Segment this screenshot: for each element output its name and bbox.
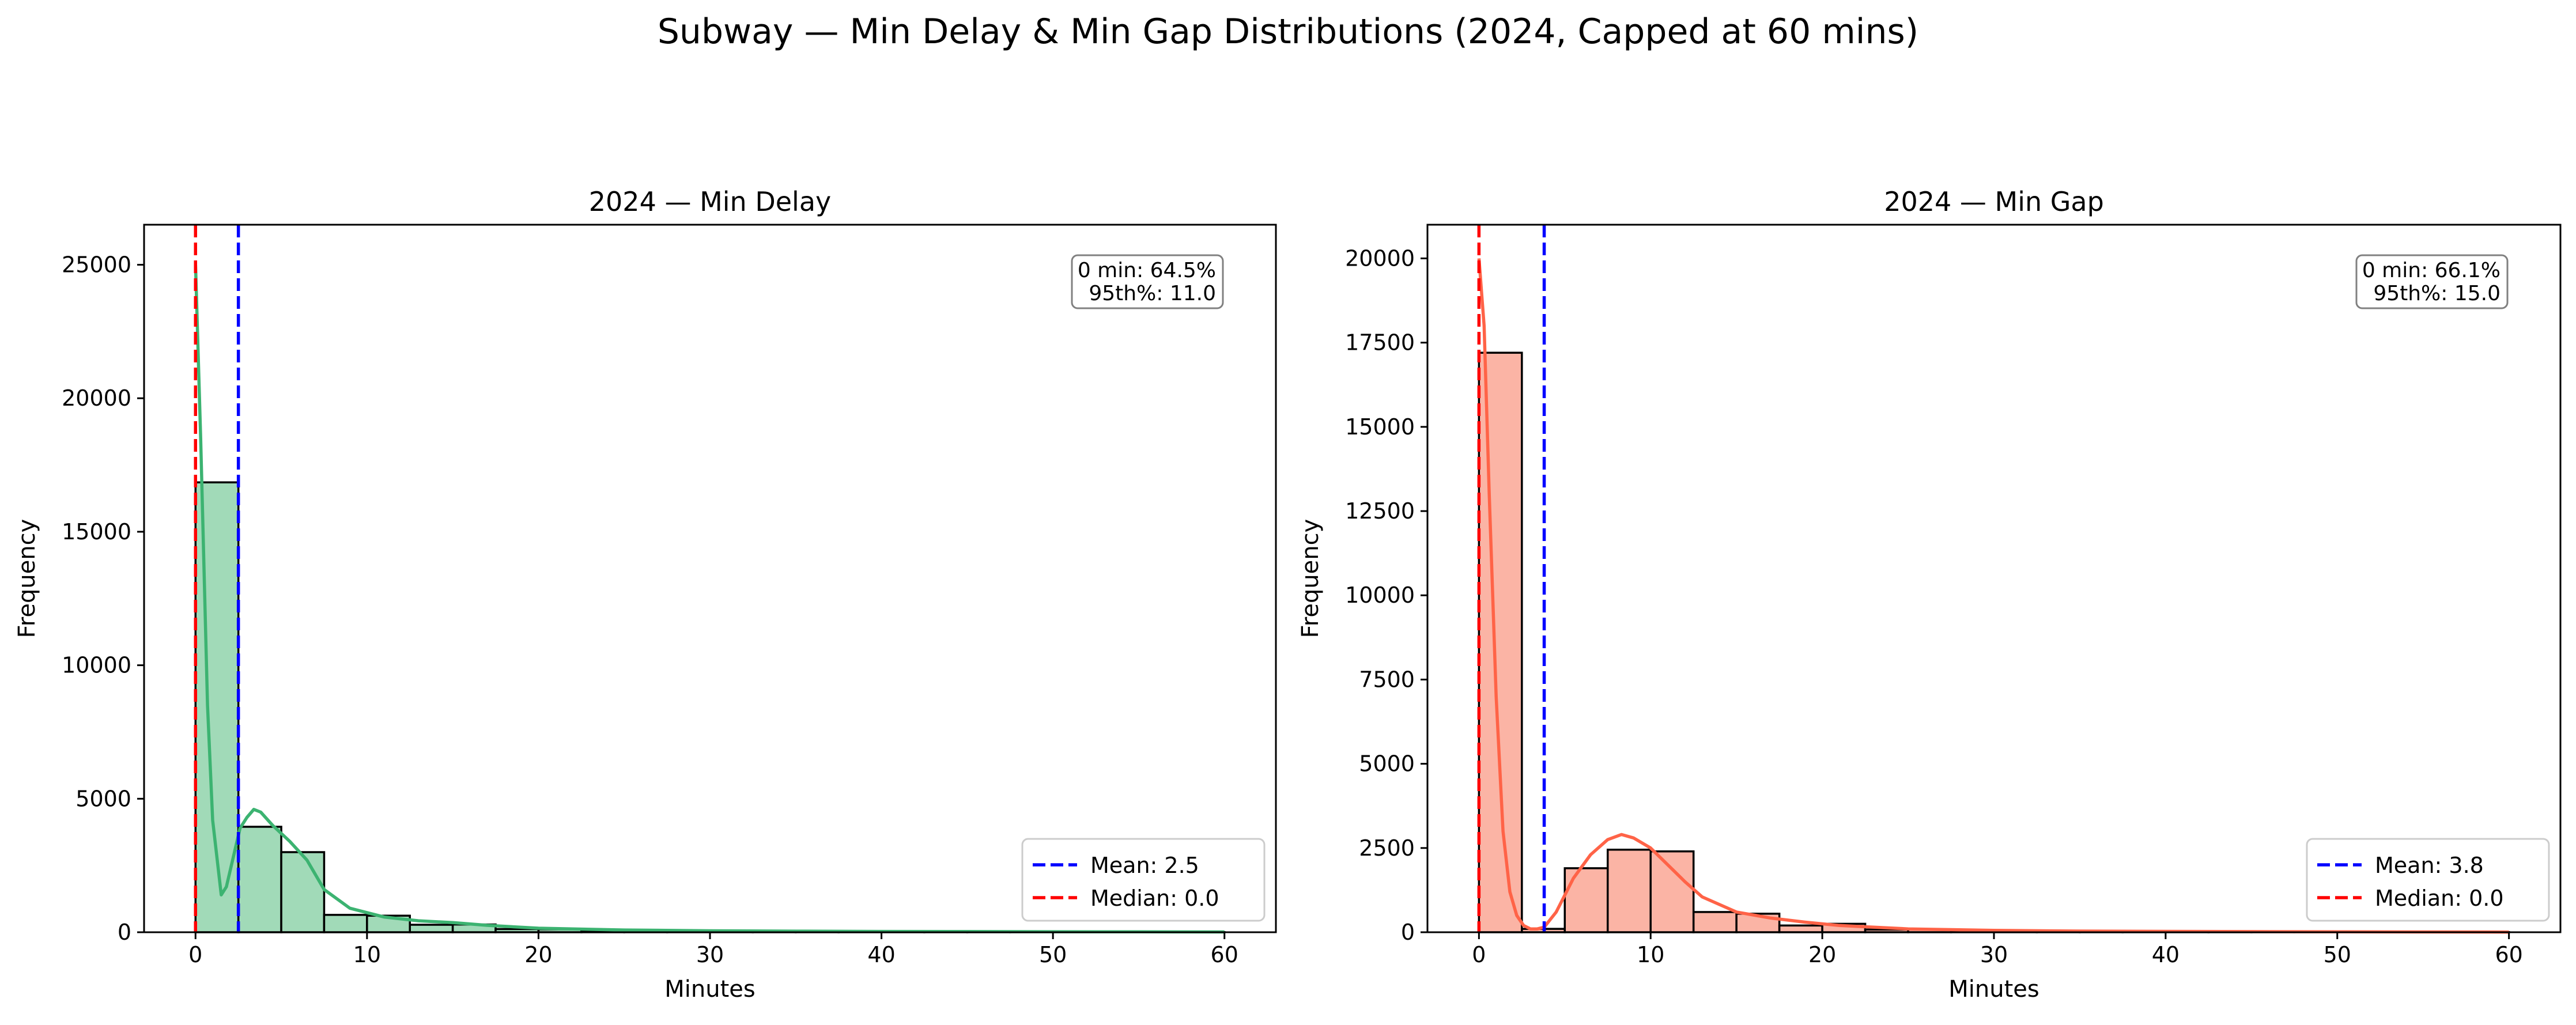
x-tick-label: 20 (1808, 942, 1836, 967)
x-tick-label: 50 (1039, 942, 1067, 967)
axes-frame (1426, 224, 2562, 933)
y-tick-label: 0 (118, 920, 131, 945)
x-tick-label: 60 (1211, 942, 1238, 967)
y-tick-label: 0 (1401, 920, 1415, 945)
chart-min-gap: 2024 — Min Gap 0 10 20 30 40 50 60 0 2500 5000 7500… (1297, 186, 2562, 1003)
stats-annotation-line: 0 min: 64.5% (1078, 259, 1216, 282)
x-tick-label: 50 (2324, 942, 2351, 967)
kde-line (194, 264, 1225, 934)
stats-annotation-line: 0 min: 66.1% (2362, 259, 2501, 282)
chart-min-delay: 2024 — Min Delay 0 10 20 30 40 50 60 0 5000 10000 1… (14, 186, 1277, 1003)
x-tick-label: 0 (1472, 942, 1486, 967)
histogram-bar (237, 826, 282, 933)
y-tick-label: 10000 (62, 653, 131, 678)
histogram-bar (323, 914, 368, 933)
x-tick-label: 30 (1980, 942, 2008, 967)
stats-annotation-line: 95th%: 11.0 (1089, 282, 1216, 305)
legend-label: Median: 0.0 (1090, 886, 1219, 911)
x-axis-label: Minutes (664, 976, 755, 1003)
legend-label: Mean: 3.8 (2375, 853, 2484, 878)
histogram-bar (1607, 848, 1652, 933)
y-tick-label: 20000 (1345, 245, 1415, 271)
x-tick-label: 20 (524, 942, 552, 967)
figure-suptitle: Subway — Min Delay & Min Gap Distributio… (658, 12, 1918, 52)
y-tick-label: 25000 (62, 252, 131, 278)
stats-annotation-box (1071, 254, 1224, 309)
histogram-bar (1478, 351, 1523, 933)
stats-annotation-box (2355, 254, 2509, 309)
y-tick-label: 7500 (1359, 667, 1415, 692)
legend-box (2306, 838, 2550, 922)
y-tick-label: 5000 (75, 786, 131, 811)
y-tick-label: 5000 (1359, 751, 1415, 777)
histogram-bar (1563, 867, 1609, 933)
x-tick-label: 40 (867, 942, 895, 967)
y-axis-label: Frequency (1297, 519, 1324, 638)
x-tick-label: 40 (2152, 942, 2180, 967)
histogram-bar (1692, 911, 1738, 933)
y-tick-label: 15000 (1345, 414, 1415, 440)
kde-line (1477, 258, 2509, 934)
y-tick-label: 20000 (62, 385, 131, 411)
y-axis-label: Frequency (14, 519, 40, 638)
legend-box (1021, 838, 1266, 922)
axes-title: 2024 — Min Gap (1884, 186, 2104, 217)
histogram-bar (409, 924, 454, 933)
histogram-bar (280, 851, 326, 933)
axes-title: 2024 — Min Delay (589, 186, 831, 217)
y-tick-label: 12500 (1345, 498, 1415, 524)
y-tick-label: 15000 (62, 519, 131, 544)
y-tick-label: 10000 (1345, 583, 1415, 608)
axes-frame (143, 224, 1277, 933)
legend-label: Median: 0.0 (2375, 886, 2504, 911)
x-tick-label: 30 (696, 942, 724, 967)
x-axis-label: Minutes (1948, 976, 2039, 1003)
stats-annotation-line: 95th%: 15.0 (2373, 282, 2501, 305)
x-tick-label: 60 (2495, 942, 2522, 967)
x-tick-label: 10 (353, 942, 381, 967)
x-tick-label: 10 (1637, 942, 1664, 967)
x-tick-label: 0 (188, 942, 202, 967)
histogram-bar (1778, 924, 1823, 933)
y-tick-label: 2500 (1359, 835, 1415, 861)
histogram-bar (1649, 850, 1695, 933)
legend-label: Mean: 2.5 (1090, 853, 1199, 878)
y-tick-label: 17500 (1345, 330, 1415, 355)
